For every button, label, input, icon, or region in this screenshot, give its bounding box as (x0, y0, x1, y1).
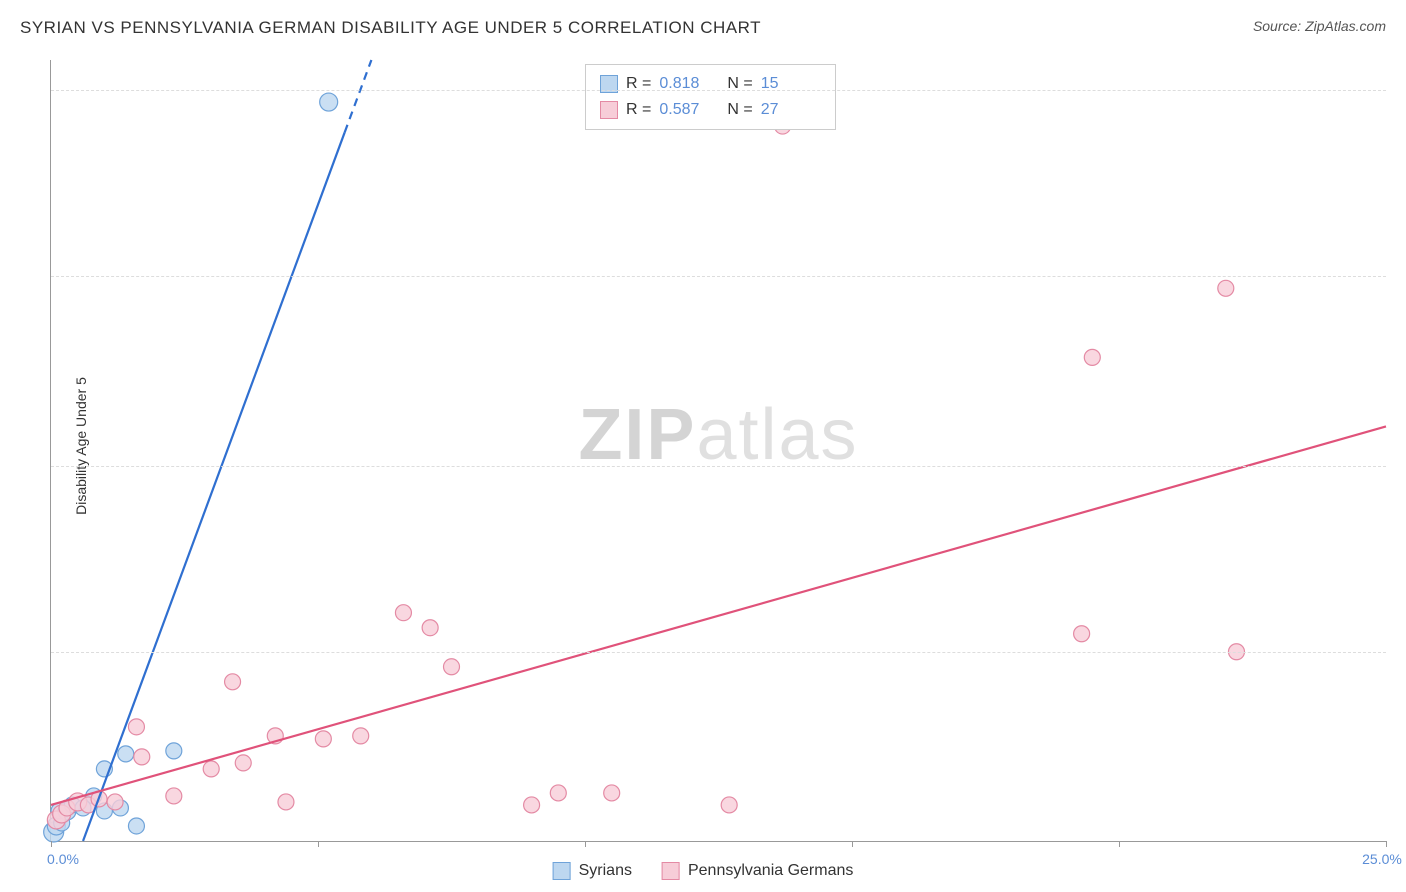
y-tick-label: 12.5% (1391, 480, 1406, 496)
data-point (278, 794, 294, 810)
legend-n-value: 27 (761, 101, 821, 119)
data-point (225, 674, 241, 690)
legend-swatch (553, 862, 571, 880)
data-point (1074, 626, 1090, 642)
legend-label: Syrians (579, 862, 632, 880)
data-point (166, 743, 182, 759)
legend-n-label: N = (727, 101, 752, 119)
x-tick-label-min: 0.0% (47, 851, 79, 867)
data-point (128, 719, 144, 735)
data-point (107, 794, 123, 810)
gridline (51, 466, 1386, 467)
data-point (1218, 280, 1234, 296)
gridline (51, 90, 1386, 91)
legend-item: Pennsylvania Germans (662, 862, 853, 880)
data-point (550, 785, 566, 801)
y-tick-label: 18.8% (1391, 290, 1406, 306)
plot-area: ZIPatlas R =0.818N =15R =0.587N =27 6.3%… (50, 60, 1386, 842)
x-tick-mark (852, 841, 853, 847)
data-point (203, 761, 219, 777)
gridline (51, 276, 1386, 277)
data-point (166, 788, 182, 804)
legend-series: Syrians Pennsylvania Germans (553, 862, 854, 880)
source-label: Source: ZipAtlas.com (1253, 18, 1386, 34)
chart-title: SYRIAN VS PENNSYLVANIA GERMAN DISABILITY… (20, 18, 761, 38)
data-point (422, 620, 438, 636)
legend-row: R =0.818N =15 (600, 71, 821, 97)
data-point (134, 749, 150, 765)
legend-correlation: R =0.818N =15 R = 0.587 N = 27 (585, 64, 836, 130)
x-tick-mark (318, 841, 319, 847)
data-point (128, 818, 144, 834)
data-point (1084, 349, 1100, 365)
data-point (315, 731, 331, 747)
gridline (51, 652, 1386, 653)
x-tick-mark (1119, 841, 1120, 847)
y-tick-label: 6.3% (1391, 666, 1406, 682)
legend-label: Pennsylvania Germans (688, 862, 853, 880)
legend-item: Syrians (553, 862, 632, 880)
data-point (353, 728, 369, 744)
data-point (604, 785, 620, 801)
data-point (395, 605, 411, 621)
legend-row: R = 0.587 N = 27 (600, 97, 821, 123)
x-tick-mark (51, 841, 52, 847)
data-point (320, 93, 338, 111)
data-point (118, 746, 134, 762)
legend-r-label: R = (626, 101, 651, 119)
data-point (721, 797, 737, 813)
data-point (524, 797, 540, 813)
legend-r-value: 0.587 (659, 101, 719, 119)
data-point (235, 755, 251, 771)
x-tick-mark (1386, 841, 1387, 847)
y-tick-label: 25.0% (1391, 104, 1406, 120)
legend-swatch (600, 101, 618, 119)
chart-canvas (51, 60, 1386, 841)
x-tick-mark (585, 841, 586, 847)
data-point (444, 659, 460, 675)
x-tick-label-max: 25.0% (1362, 851, 1402, 867)
legend-swatch (662, 862, 680, 880)
